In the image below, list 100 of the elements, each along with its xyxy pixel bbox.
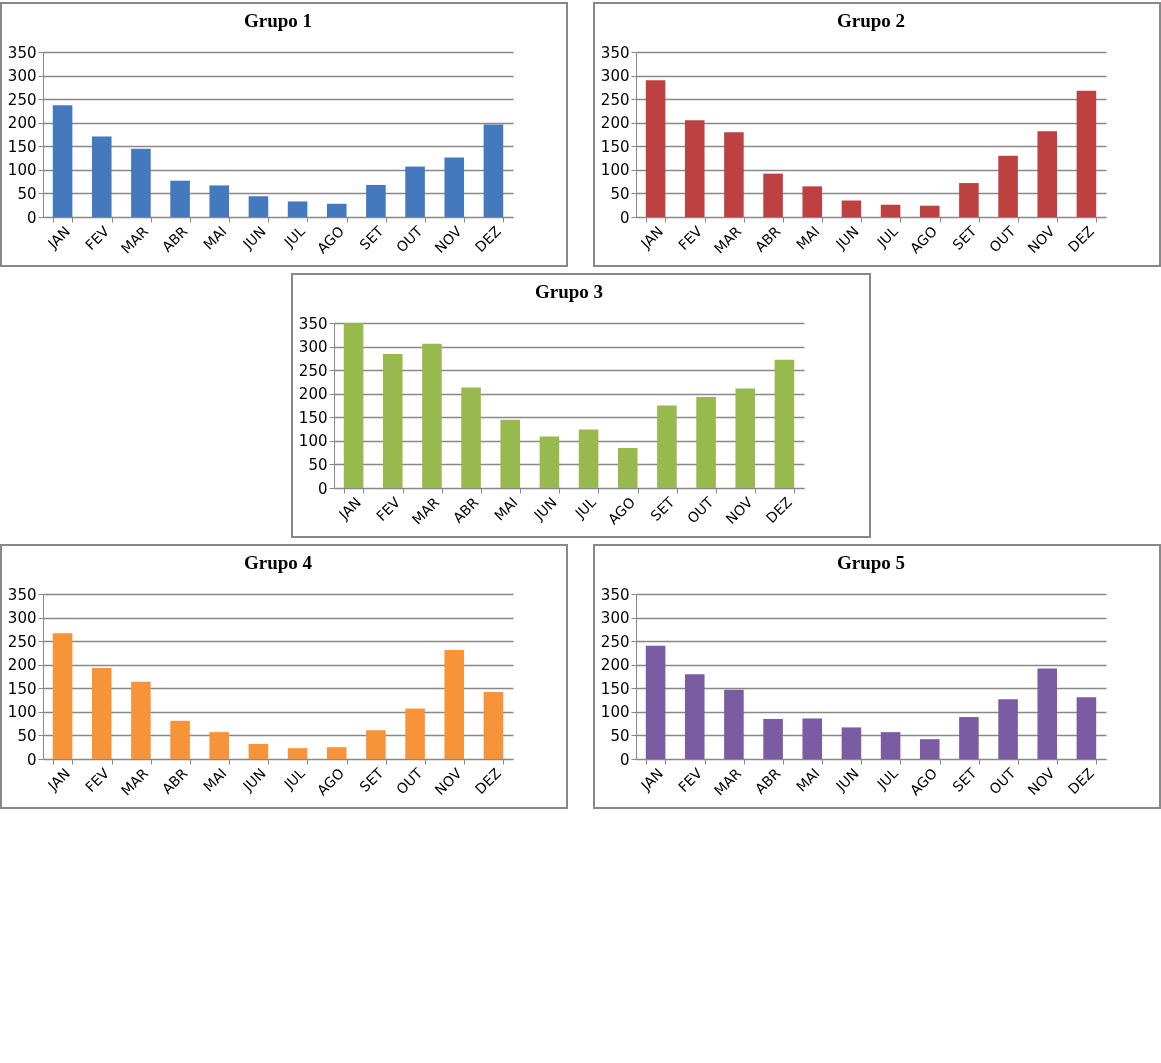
bar: [763, 173, 783, 217]
y-tick-label: 200: [600, 656, 630, 675]
bar: [91, 668, 112, 759]
bar: [366, 730, 386, 759]
x-tick-label: JUL: [280, 222, 309, 251]
bar: [209, 185, 230, 217]
y-tick-label: 100: [600, 703, 630, 722]
y-tick-label: 0: [26, 750, 37, 769]
x-tick-label: JUL: [873, 222, 902, 251]
bar: [578, 429, 598, 488]
y-tick-label: 350: [600, 585, 630, 604]
y-tick-label: 100: [7, 703, 37, 722]
bar: [460, 387, 481, 488]
bar: [91, 136, 112, 217]
bar: [763, 718, 783, 759]
y-tick-label: 150: [600, 679, 630, 698]
y-tick-label: 0: [619, 208, 630, 227]
bar: [405, 708, 425, 759]
y-tick-label: 250: [7, 632, 37, 651]
bar: [52, 105, 73, 217]
bar: [998, 155, 1018, 217]
y-tick-label: 300: [7, 609, 37, 628]
y-tick-label: 150: [298, 408, 327, 427]
bar: [405, 166, 425, 217]
y-tick-label: 150: [7, 679, 37, 698]
bar: [444, 650, 465, 759]
bar: [382, 354, 403, 488]
bar: [366, 184, 386, 217]
y-tick-label: 100: [7, 161, 37, 180]
bar: [774, 359, 794, 488]
bar: [959, 183, 979, 217]
y-tick-label: 350: [298, 314, 327, 333]
bar: [483, 692, 504, 759]
bar: [1076, 697, 1097, 759]
chart-title: Grupo 1: [243, 10, 313, 31]
bar: [841, 200, 862, 217]
bar: [724, 132, 744, 217]
bar: [131, 148, 151, 217]
bar: [1076, 90, 1097, 217]
y-tick-label: 350: [7, 585, 37, 604]
y-tick-label: 200: [298, 385, 327, 404]
bar: [998, 699, 1018, 759]
x-tick-label: JUL: [570, 493, 599, 522]
bar: [684, 674, 705, 759]
y-tick-label: 250: [298, 361, 327, 380]
bar: [326, 203, 347, 217]
bar: [802, 186, 823, 217]
bar: [287, 201, 308, 217]
y-tick-label: 100: [600, 161, 630, 180]
bar: [170, 180, 190, 217]
y-tick-label: 350: [7, 43, 37, 62]
y-tick-label: 50: [307, 455, 327, 474]
bar: [645, 80, 666, 217]
y-tick-label: 200: [600, 114, 630, 133]
bar: [1037, 668, 1058, 759]
y-tick-label: 0: [26, 208, 37, 227]
chart-title: Grupo 5: [836, 552, 906, 573]
bar: [170, 720, 190, 759]
y-tick-label: 100: [298, 432, 327, 451]
bar: [724, 689, 744, 759]
bar: [248, 743, 269, 759]
bar: [802, 718, 823, 759]
y-tick-label: 50: [610, 184, 630, 203]
bar: [444, 157, 465, 217]
bar: [919, 739, 940, 759]
y-tick-label: 300: [600, 67, 630, 86]
bar: [841, 727, 862, 759]
chart-title: Grupo 3: [534, 281, 603, 302]
y-tick-label: 200: [7, 114, 37, 133]
bar: [421, 343, 442, 488]
bar: [131, 681, 151, 759]
y-tick-label: 200: [7, 656, 37, 675]
bar: [52, 633, 73, 759]
bar: [343, 323, 363, 488]
y-tick-label: 300: [600, 609, 630, 628]
y-tick-label: 350: [600, 43, 630, 62]
bar: [287, 748, 308, 759]
y-tick-label: 150: [600, 137, 630, 156]
bar: [645, 645, 666, 759]
bar: [617, 447, 638, 488]
y-tick-label: 0: [317, 479, 327, 498]
chart-title: Grupo 4: [243, 552, 313, 573]
bar: [248, 196, 269, 217]
y-tick-label: 50: [610, 726, 630, 745]
y-tick-label: 150: [7, 137, 37, 156]
bar: [209, 732, 230, 759]
y-tick-label: 300: [298, 338, 327, 357]
y-tick-label: 250: [600, 90, 630, 109]
x-tick-label: JUL: [280, 764, 309, 793]
y-tick-label: 300: [7, 67, 37, 86]
bar: [880, 732, 901, 759]
y-tick-label: 50: [17, 184, 37, 203]
bar: [734, 388, 755, 488]
bar: [539, 436, 559, 488]
y-tick-label: 250: [600, 632, 630, 651]
y-tick-label: 50: [17, 726, 37, 745]
bar: [499, 419, 520, 488]
chart-title: Grupo 2: [836, 10, 906, 31]
bar: [959, 717, 979, 759]
bar: [880, 204, 901, 217]
